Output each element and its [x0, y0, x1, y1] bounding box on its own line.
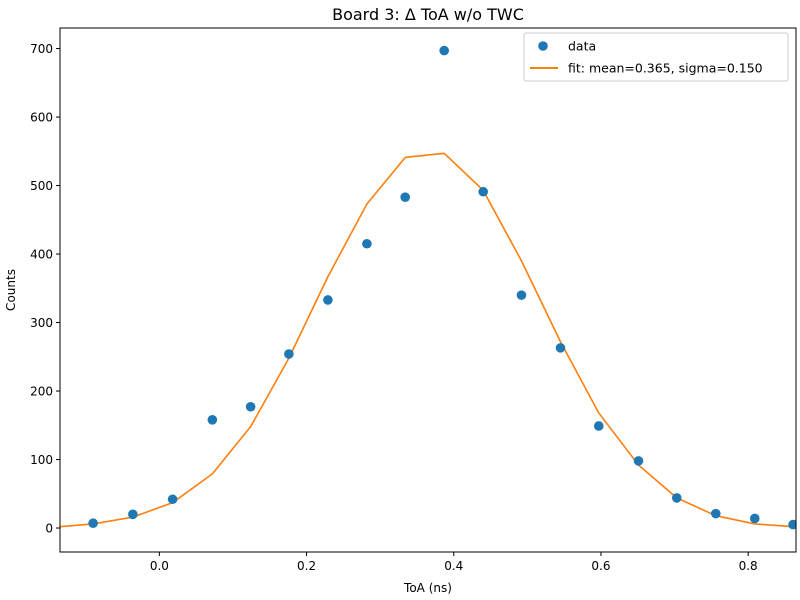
data-point — [284, 349, 294, 359]
data-point — [710, 508, 721, 519]
data-point — [323, 295, 333, 305]
legend-label-data: data — [568, 39, 596, 54]
x-tick-label: 0.0 — [150, 559, 169, 573]
legend-box — [523, 32, 789, 82]
legend: data fit: mean=0.365, sigma=0.150 — [523, 32, 789, 82]
x-axis-label: ToA (ns) — [403, 581, 452, 595]
chart-title: Board 3: Δ ToA w/o TWC — [332, 5, 524, 24]
data-point — [88, 518, 98, 529]
data-point — [478, 186, 489, 197]
y-tick-label: 200 — [30, 385, 53, 399]
data-point — [671, 493, 682, 503]
data-point — [128, 509, 138, 520]
fit-line — [60, 152, 794, 528]
axes-frame — [59, 27, 797, 553]
plot-area — [60, 45, 796, 530]
data-point — [633, 456, 644, 466]
y-tick-label: 500 — [30, 179, 53, 193]
data-point — [362, 238, 372, 249]
data-point — [788, 519, 796, 530]
y-tick-label: 300 — [30, 316, 53, 330]
x-tick-label: 0.2 — [297, 559, 316, 573]
data-point — [207, 415, 218, 425]
y-tick-label: 600 — [30, 111, 53, 125]
data-point — [400, 192, 410, 202]
x-tick-label: 0.4 — [444, 559, 463, 573]
data-point — [439, 45, 449, 56]
y-axis-label: Counts — [4, 269, 18, 311]
x-tick-label: 0.8 — [739, 559, 758, 573]
data-point — [516, 290, 527, 300]
data-point — [555, 343, 566, 353]
y-tick-label: 700 — [30, 42, 53, 56]
x-tick-label: 0.6 — [591, 559, 610, 573]
axes: 0.0 0.2 0.4 0.6 0.8 0 100 200 300 400 500 600 700 — [30, 27, 797, 573]
legend-label-fit: fit: mean=0.365, sigma=0.150 — [568, 61, 763, 76]
y-tick-label: 400 — [30, 248, 53, 262]
y-tick-label: 0 — [45, 522, 53, 536]
data-point — [245, 401, 256, 412]
data-point — [749, 513, 760, 524]
data-point — [593, 421, 604, 431]
data-point — [167, 494, 178, 505]
y-tick-label: 100 — [30, 453, 53, 467]
legend-marker-data — [538, 41, 548, 51]
